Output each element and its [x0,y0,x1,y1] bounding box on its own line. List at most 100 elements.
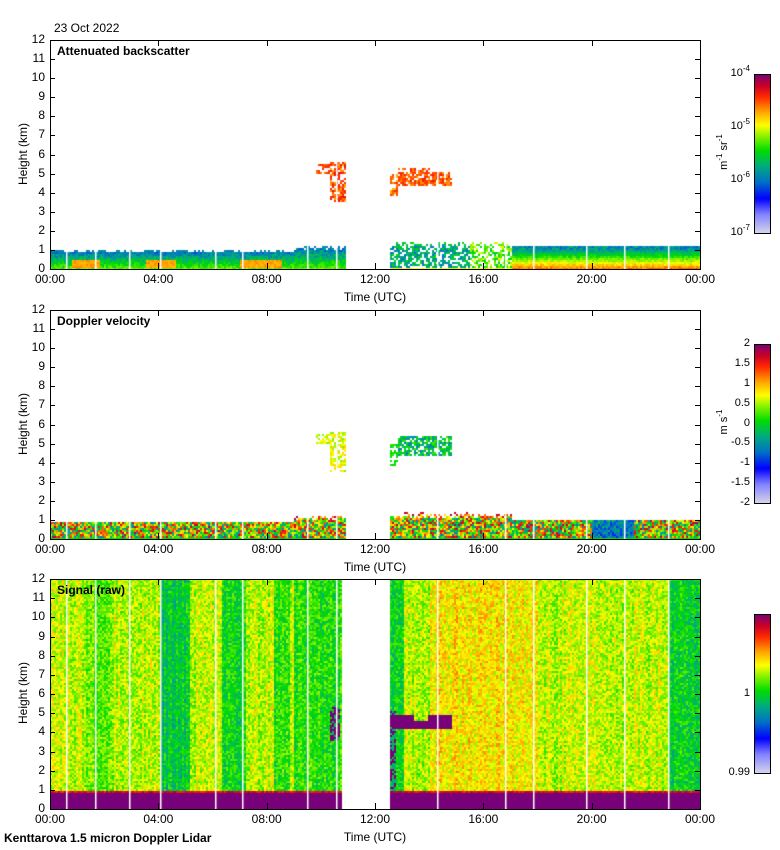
panel-1-xtick-label: 00:00 [684,272,716,286]
panel-1-xtick-top [266,40,268,46]
panel-1-ytick [50,59,55,61]
panel-2-ytick [50,462,55,464]
panel-2-colorbar-tick-label: 1 [743,376,750,389]
panel-3-ytick-right [695,617,700,619]
panel-1-ytick [50,211,55,213]
panel-2-xtick-label: 16:00 [468,542,499,556]
panel-1-xtick-top [158,40,160,46]
panel-2-xtick [591,533,593,539]
panel-3-heatmap [50,579,700,809]
panel-1-ytick-right [695,173,700,175]
panel-3-ytick [50,617,55,619]
panel-1-ytick-label: 3 [38,203,45,218]
panel-3-ytick [50,694,55,695]
panel-3-ytick [50,789,55,791]
panel-3-xtick-label: 00:00 [684,812,716,826]
panel-3-ytick-label: 7 [38,666,45,681]
panel-3-ytick-right [695,674,700,676]
unit-part: -1 [715,153,724,161]
panel-2-colorbar-tick-label: 0.5 [734,396,750,409]
panel-3-xtick-top [483,579,485,585]
panel-2-colorbar-tick-label: -1 [740,456,750,469]
panel-1-colorbar-tick-label: 10-4 [710,64,750,80]
panel-1-ytick-right [695,249,700,251]
panel-1-ytick-right [695,154,700,156]
panel-2-ytick-label: 1 [38,511,45,526]
panel-1-ytick [50,173,55,175]
tick-exponent: -6 [742,170,750,179]
unit-part: m [718,424,730,434]
panel-3-xtick [591,803,593,809]
panel-3-ytick-right [695,789,700,791]
panel-1-ytick-right [695,192,700,194]
panel-3-ytick-label: 12 [31,571,45,585]
panel-2-ytick-right [695,386,700,388]
panel-2-colorbar-tick-label: 0 [743,416,750,429]
panel-3-ytick [50,598,55,600]
panel-1-ytick-label: 11 [32,51,45,66]
panel-1-ytick-label: 9 [38,89,45,104]
panel-2-ytick [50,424,55,426]
panel-1-ytick-right [695,78,700,80]
panel-2-xtick-top [591,310,593,316]
panel-1-ytick [50,135,55,137]
panel-2-ytick [50,405,55,407]
panel-1-ytick-label: 6 [38,146,45,161]
panel-1-ytick [50,97,55,99]
panel-3-ytick-label: 4 [38,724,45,739]
panel-2-xtick-top [375,310,376,316]
tick-exponent: -4 [742,64,750,73]
panel-3-xtick-label: 00:00 [34,812,66,826]
panel-3-xtick-label: 16:00 [468,812,499,826]
panel-2-ytick-right [695,443,700,445]
panel-2-ytick-right [695,462,700,464]
panel-3-colorbar-tick-label: 1 [743,686,750,699]
panel-1-xtick-label: 16:00 [468,272,499,286]
panel-2-colorbar-tick-label: -2 [740,496,750,508]
panel-3-ytick-label: 3 [38,743,45,758]
instrument-label: Kenttarova 1.5 micron Doppler Lidar [4,831,212,845]
panel-1-ytick-right [695,135,700,137]
panel-3-xtick [375,803,376,809]
panel-1-ytick-right [695,230,700,232]
panel-3-xlabel: Time (UTC) [343,830,407,844]
panel-3-ytick-right [695,713,700,715]
panel-1-xtick-top [591,40,593,46]
unit-part: -1 [715,133,724,141]
panel-1-xtick-top [375,40,376,46]
panel-3-ytick [50,732,55,734]
panel-2-ytick-right [695,539,700,540]
panel-1-ytick [50,249,55,251]
panel-2-xlabel: Time (UTC) [343,560,407,574]
panel-2-xtick-label: 00:00 [684,542,716,556]
panel-2-xtick [158,533,160,539]
panel-3-xtick [158,803,160,809]
tick-exponent: -5 [742,117,750,126]
unit-part: -1 [715,409,724,417]
panel-2-ytick [50,329,55,331]
panel-2-ytick-label: 8 [38,378,45,393]
panel-3-colorbar-tick-label: 0.99 [728,766,750,778]
panel-2-ytick-right [695,367,700,369]
panel-2-colorbar-unit: m s-1 [715,392,730,452]
panel-2-xtick-top [158,310,160,316]
panel-3-ytick-label: 6 [38,686,45,700]
unit-part: sr [718,140,730,150]
panel-2-xtick-label: 12:00 [359,542,391,556]
panel-1-ytick-label: 2 [38,222,45,237]
panel-1-ytick-right [695,116,700,118]
panel-2-ytick [50,519,55,521]
panel-1-xtick [375,263,376,269]
panel-3-ytick [50,751,55,753]
panel-3-xtick-top [266,579,268,585]
panel-1-ytick-right [695,59,700,61]
panel-2-colorbar-frame [754,344,771,504]
panel-2-xtick-label: 00:00 [34,542,66,556]
panel-1-ytick-label: 5 [38,165,45,180]
panel-2-ytick-label: 6 [38,416,45,431]
panel-2-xtick-label: 04:00 [143,542,174,556]
panel-1-ylabel: Height (km) [16,122,30,185]
panel-3-colorbar [754,614,770,773]
panel-3-ytick-label: 1 [38,781,45,796]
panel-1-ytick-label: 8 [38,108,45,123]
